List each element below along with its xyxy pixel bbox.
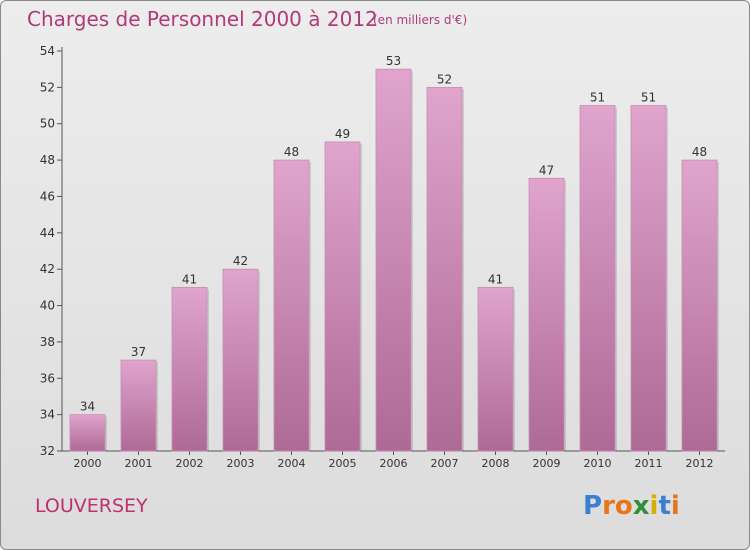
logo-letter: i (649, 491, 659, 521)
x-tick-label: 2006 (380, 457, 408, 470)
bar (681, 159, 718, 452)
bar-value-label: 34 (80, 400, 95, 414)
bar (528, 177, 565, 452)
bar (273, 159, 310, 452)
bar (426, 86, 463, 452)
proxiti-logo[interactable]: Proxiti (583, 491, 680, 521)
x-tick-label: 2003 (227, 457, 255, 470)
bars (69, 68, 719, 452)
logo-letter: t (658, 491, 671, 521)
x-tick-label: 2007 (431, 457, 459, 470)
bar (171, 286, 208, 452)
logo-letter: P (583, 491, 603, 521)
bar (69, 414, 106, 452)
chart-subtitle: (en milliers d'€) (373, 13, 468, 27)
chart-title: Charges de Personnel 2000 à 2012 (27, 7, 378, 31)
bar (324, 141, 361, 452)
y-tick-label: 40 (40, 299, 55, 313)
y-tick-label: 48 (40, 153, 55, 167)
y-tick-label: 44 (40, 226, 55, 240)
y-tick-label: 36 (40, 371, 55, 385)
logo-letter: i (670, 491, 680, 521)
logo-letter: o (614, 491, 633, 521)
commune-name: LOUVERSEY (35, 495, 148, 517)
x-tick-label: 2012 (686, 457, 714, 470)
y-tick-label: 34 (40, 408, 55, 422)
bar-value-label: 49 (335, 127, 350, 141)
y-tick-label: 42 (40, 262, 55, 276)
y-tick-label: 46 (40, 189, 55, 203)
y-tick-label: 50 (40, 117, 55, 131)
x-tick-label: 2004 (278, 457, 306, 470)
bar-value-label: 51 (590, 91, 605, 105)
x-tick-label: 2010 (584, 457, 612, 470)
bar-value-label: 37 (131, 345, 146, 359)
x-tick-label: 2000 (74, 457, 102, 470)
x-tick-label: 2009 (533, 457, 561, 470)
bar-value-label: 41 (488, 272, 503, 286)
bar-value-label: 51 (641, 91, 656, 105)
bar-value-label: 42 (233, 254, 248, 268)
bar-value-label: 48 (284, 145, 299, 159)
bar-value-label: 53 (386, 54, 401, 68)
bar-value-label: 52 (437, 72, 452, 86)
x-tick-label: 2001 (125, 457, 153, 470)
bar (579, 105, 616, 452)
bar-value-label: 47 (539, 163, 554, 177)
bar (630, 105, 667, 452)
value-labels: 34 37 41 42 48 49 53 52 41 47 51 51 48 (80, 54, 707, 413)
x-tick-label: 2011 (635, 457, 663, 470)
y-tick-label: 32 (40, 444, 55, 458)
axes: 32 34 36 38 40 42 44 46 48 50 52 54 2000 2001 2002 2003… (40, 44, 725, 470)
y-tick-label: 38 (40, 335, 55, 349)
x-tick-label: 2008 (482, 457, 510, 470)
logo-letter: r (602, 491, 615, 521)
bar (120, 359, 157, 452)
logo-letter: x (632, 491, 650, 521)
bar (222, 268, 259, 452)
bar (477, 286, 514, 452)
bar-value-label: 41 (182, 272, 197, 286)
bar-value-label: 48 (692, 145, 707, 159)
x-tick-label: 2002 (176, 457, 204, 470)
y-tick-label: 52 (40, 80, 55, 94)
x-tick-label: 2005 (329, 457, 357, 470)
y-tick-label: 54 (40, 44, 55, 58)
bar (375, 68, 412, 452)
